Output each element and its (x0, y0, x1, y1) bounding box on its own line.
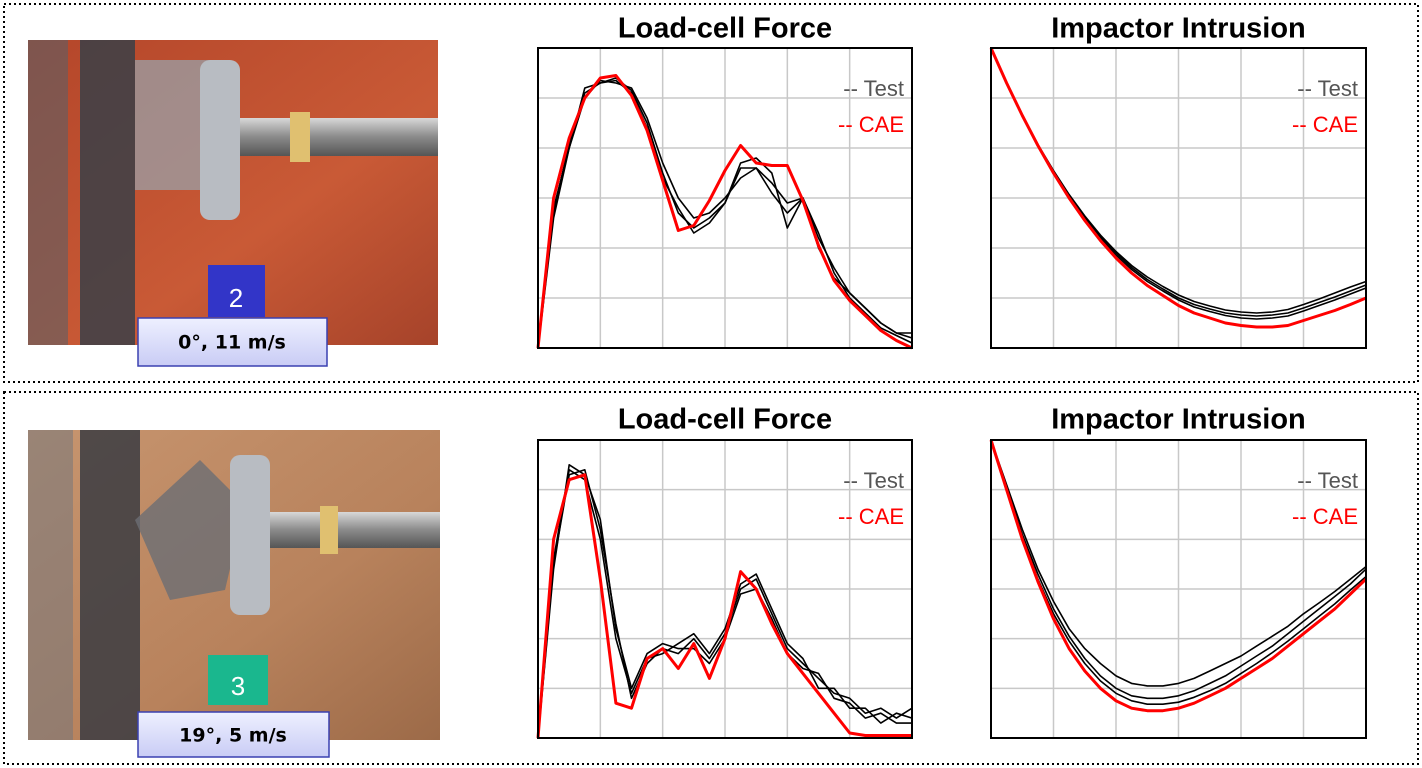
panel-border (3, 3, 1419, 383)
caption-box (137, 711, 330, 758)
badge (208, 655, 268, 705)
plot-frame (990, 47, 1367, 349)
badge (208, 265, 265, 317)
series-line (990, 439, 1367, 705)
caption-box (137, 317, 328, 367)
photo (28, 40, 438, 345)
legend-label: -- Test (843, 76, 904, 101)
series-line (989, 47, 1367, 329)
series-line (990, 439, 1367, 700)
series-line (537, 77, 912, 349)
series-line (536, 74, 913, 350)
badge-label: 3 (231, 671, 245, 701)
plot-frame (537, 47, 913, 349)
series-line (990, 439, 1367, 687)
series-line (989, 439, 1368, 713)
caption: 19°, 5 m/s (179, 725, 287, 747)
legend-label: -- CAE (1292, 504, 1358, 529)
plot-frame (537, 439, 913, 739)
series-line (537, 469, 913, 739)
chart-title: Load-cell Force (618, 13, 832, 45)
series-line (536, 473, 912, 739)
chart-title: Load-cell Force (618, 404, 832, 436)
photo (28, 430, 440, 740)
legend-label: -- Test (843, 468, 904, 493)
legend-label: -- CAE (1292, 112, 1358, 137)
panel-border (3, 391, 1419, 765)
badge-label: 2 (229, 283, 243, 313)
legend-label: -- CAE (838, 112, 904, 137)
caption: 0°, 11 m/s (178, 332, 286, 354)
legend-label: -- Test (1297, 468, 1358, 493)
legend-label: -- Test (1297, 76, 1358, 101)
legend-label: -- CAE (838, 504, 904, 529)
plot-frame (990, 439, 1367, 739)
chart-title: Impactor Intrusion (1051, 13, 1306, 45)
chart-title: Impactor Intrusion (1051, 404, 1306, 436)
